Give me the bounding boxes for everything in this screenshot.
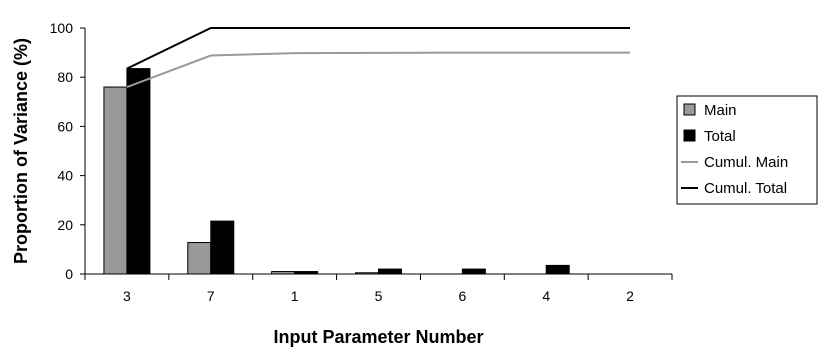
plot-area <box>103 27 631 275</box>
x-tick-label: 1 <box>291 288 299 304</box>
x-axis-ticks: 3 7 1 5 6 4 2 <box>84 274 673 304</box>
legend-label: Total <box>704 128 736 145</box>
legend-swatch <box>683 129 696 142</box>
legend-label: Cumul. Total <box>704 180 787 197</box>
y-tick-label: 40 <box>57 168 73 184</box>
x-tick-label: 5 <box>375 288 383 304</box>
y-tick-label: 0 <box>65 266 73 282</box>
bar-total <box>545 264 570 275</box>
legend-swatch <box>683 103 696 116</box>
y-axis-ticks: 0 20 40 60 80 100 <box>50 20 85 282</box>
x-axis-title: Input Parameter Number <box>273 327 483 347</box>
bar-total <box>210 220 235 275</box>
legend-label: Main <box>704 102 737 119</box>
y-tick-label: 20 <box>57 217 73 233</box>
y-tick-label: 60 <box>57 118 73 134</box>
y-axis-title: Proportion of Variance (%) <box>11 38 31 264</box>
bar-main <box>103 86 128 275</box>
bar-total <box>126 68 151 275</box>
x-tick-label: 6 <box>458 288 466 304</box>
legend-box <box>676 95 818 205</box>
legend-label: Cumul. Main <box>704 154 788 171</box>
bar-total <box>378 268 402 275</box>
x-tick-label: 4 <box>542 288 550 304</box>
legend: Main Total Cumul. Main Cumul. Total <box>676 95 818 205</box>
y-tick-label: 80 <box>57 69 73 85</box>
x-tick-label: 2 <box>626 288 634 304</box>
line-cumul-main <box>126 51 631 88</box>
x-tick-label: 7 <box>207 288 215 304</box>
x-tick-label: 3 <box>123 288 131 304</box>
bar-main <box>187 242 212 275</box>
y-tick-label: 100 <box>50 20 74 36</box>
bar-total <box>461 268 486 275</box>
line-cumul-total <box>126 27 631 70</box>
